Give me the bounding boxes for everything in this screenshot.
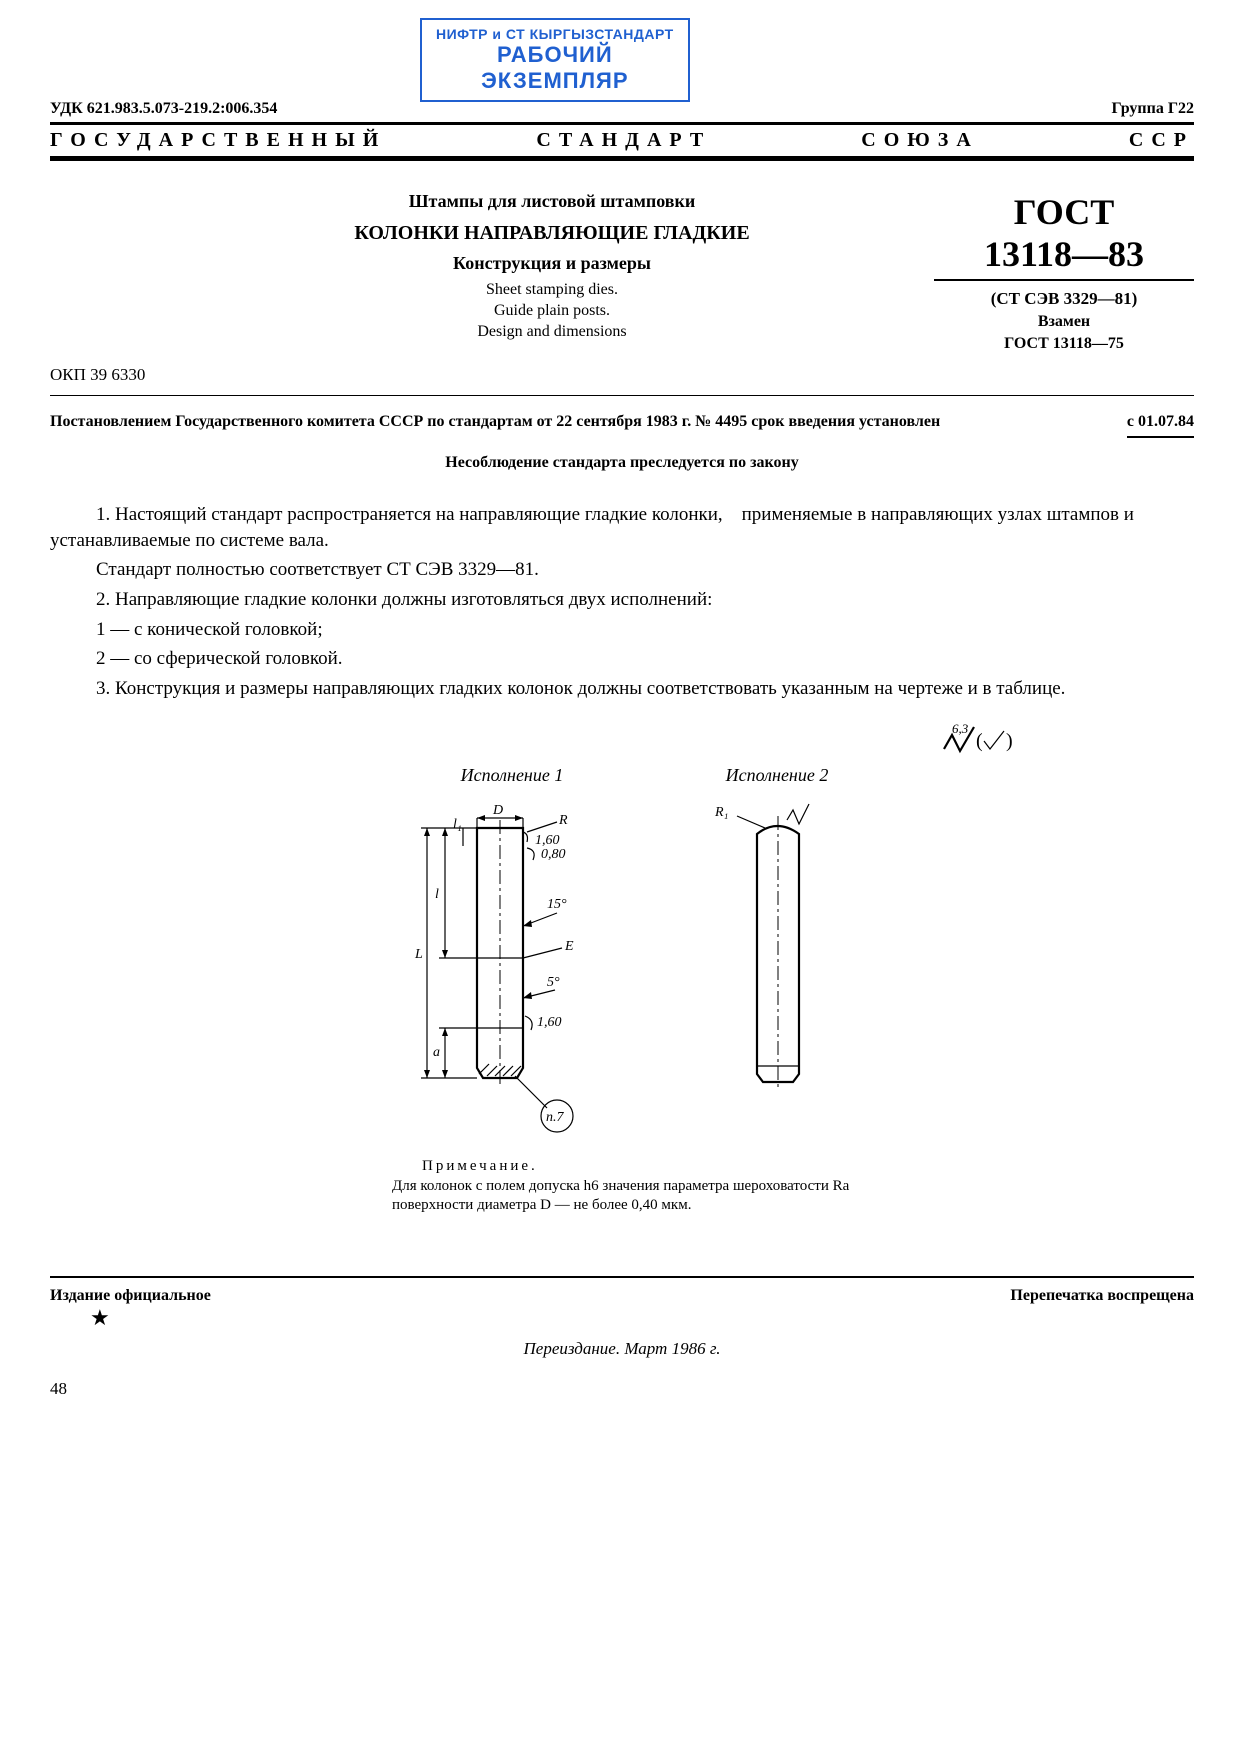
para-3: 3. Конструкция и размеры направляющих гл… — [50, 676, 1194, 702]
gost-number: 13118—83 — [934, 233, 1194, 281]
law-notice: Несоблюдение стандарта преследуется по з… — [50, 454, 1194, 472]
title-texts: Штампы для листовой штамповки КОЛОНКИ НА… — [50, 191, 934, 353]
banner-mid: СТАНДАРТ — [536, 129, 711, 152]
ra-value: 6,3 — [952, 721, 969, 736]
figure-execution-1: L l a l₁ D — [397, 798, 627, 1138]
paren-open: ( — [976, 730, 983, 752]
surface-roughness-mark: 6,3 ( ) — [50, 721, 1194, 755]
stamp-line2: РАБОЧИЙ — [436, 42, 674, 68]
footer-row: Издание официальное Перепечатка воспреще… — [50, 1287, 1194, 1305]
body-paragraphs: 1. Настоящий стандарт распространяется н… — [50, 502, 1194, 701]
page-number: 48 — [50, 1379, 1194, 1399]
footer-right: Перепечатка воспрещена — [1010, 1287, 1194, 1305]
gost-label: ГОСТ — [934, 191, 1194, 233]
banner-left: ГОСУДАРСТВЕННЫЙ — [50, 129, 386, 152]
svg-text:a: a — [433, 1045, 440, 1060]
decree-date: с 01.07.84 — [1127, 410, 1194, 438]
drawing-2: Исполнение 2 R₁ — [707, 765, 847, 1143]
svg-text:15°: 15° — [547, 897, 567, 912]
svg-text:D: D — [492, 803, 503, 818]
svg-text:L: L — [414, 947, 423, 962]
star-mark: ★ — [90, 1305, 1194, 1331]
note-body: Для колонок с полем допуска h6 значения … — [392, 1177, 852, 1216]
title-ru1: Штампы для листовой штамповки — [210, 191, 894, 212]
drawing-1: Исполнение 1 L l a l₁ D — [397, 765, 627, 1143]
group-code: Группа Г22 — [1112, 100, 1194, 118]
standard-banner: ГОСУДАРСТВЕННЫЙ СТАНДАРТ СОЮЗА ССР — [50, 122, 1194, 161]
approval-stamp: НИФТР и СТ КЫРГЫЗСТАНДАРТ РАБОЧИЙ ЭКЗЕМП… — [420, 18, 690, 102]
check-icon — [984, 731, 1004, 749]
svg-text:l₁: l₁ — [453, 817, 462, 832]
para-2: 2. Направляющие гладкие колонки должны и… — [50, 587, 1194, 613]
decree-row: Постановлением Государственного комитета… — [50, 410, 1194, 438]
para-1: 1. Настоящий стандарт распространяется н… — [50, 502, 1194, 553]
para-2b: 2 — со сферической головкой. — [50, 646, 1194, 672]
figure-execution-2: R₁ — [707, 798, 847, 1138]
reprint-note: Переиздание. Март 1986 г. — [50, 1339, 1194, 1359]
banner-right1: СОЮЗА — [861, 129, 979, 152]
sev-ref: (СТ СЭВ 3329—81) — [934, 289, 1194, 309]
svg-text:0,80: 0,80 — [541, 847, 566, 862]
svg-text:5°: 5° — [547, 975, 560, 990]
title-en2: Guide plain posts. — [210, 301, 894, 322]
classification-row: УДК 621.983.5.073-219.2:006.354 Группа Г… — [50, 100, 1194, 118]
svg-text:R: R — [558, 813, 568, 828]
decree-text: Постановлением Государственного комитета… — [50, 410, 940, 438]
udk-code: УДК 621.983.5.073-219.2:006.354 — [50, 100, 277, 118]
title-en1: Sheet stamping dies. — [210, 280, 894, 301]
gost-number-block: ГОСТ 13118—83 (СТ СЭВ 3329—81) Взамен ГО… — [934, 191, 1194, 353]
footer-left: Издание официальное — [50, 1287, 211, 1305]
note-block: Примечание. Для колонок с полем допуска … — [392, 1157, 852, 1216]
svg-text:1,60: 1,60 — [535, 833, 560, 848]
footer-rule — [50, 1276, 1194, 1278]
banner-right2: ССР — [1129, 129, 1194, 152]
paren-close: ) — [1006, 730, 1013, 752]
drawings-row: Исполнение 1 L l a l₁ D — [50, 765, 1194, 1143]
note-heading: Примечание. — [392, 1157, 852, 1177]
okp-code: ОКП 39 6330 — [50, 365, 1194, 385]
svg-text:n.7: n.7 — [546, 1110, 565, 1125]
caption-1: Исполнение 1 — [397, 765, 627, 786]
title-block: Штампы для листовой штамповки КОЛОНКИ НА… — [50, 191, 1194, 353]
para-2a: 1 — с конической головкой; — [50, 617, 1194, 643]
svg-text:E: E — [564, 939, 574, 954]
title-ru2: КОЛОНКИ НАПРАВЛЯЮЩИЕ ГЛАДКИЕ — [210, 222, 894, 245]
replaces-label: Взамен — [934, 313, 1194, 331]
stamp-line1: НИФТР и СТ КЫРГЫЗСТАНДАРТ — [436, 26, 674, 42]
stamp-line3: ЭКЗЕМПЛЯР — [436, 68, 674, 94]
rule-1 — [50, 395, 1194, 396]
svg-text:R₁: R₁ — [714, 805, 728, 820]
title-ru3: Конструкция и размеры — [210, 253, 894, 274]
para-1b: Стандарт полностью соответствует СТ СЭВ … — [50, 557, 1194, 583]
svg-text:1,60: 1,60 — [537, 1015, 562, 1030]
replaces-value: ГОСТ 13118—75 — [934, 335, 1194, 353]
title-en3: Design and dimensions — [210, 322, 894, 343]
caption-2: Исполнение 2 — [707, 765, 847, 786]
svg-text:l: l — [435, 887, 439, 902]
